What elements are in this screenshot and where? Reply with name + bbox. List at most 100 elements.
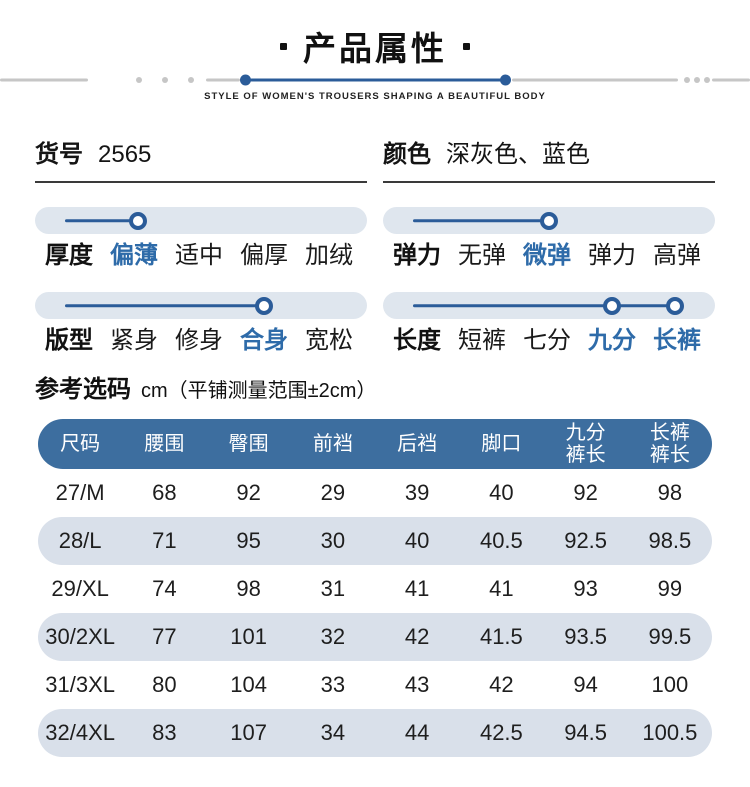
table-cell: 32/4XL — [45, 720, 115, 745]
attribute-option: 微弹 — [523, 242, 571, 269]
table-cell: 28/L — [58, 528, 102, 553]
slider-line — [65, 218, 138, 223]
table-cell: 98 — [657, 480, 683, 505]
slider-handle[interactable] — [603, 296, 622, 315]
title-dot-left — [280, 42, 287, 50]
column-header: 九分 裤长 — [565, 422, 606, 466]
table-cell: 74 — [152, 576, 177, 601]
table-cell: 98.5 — [648, 528, 692, 553]
table-cell: 40 — [489, 480, 514, 505]
table-row: 29/XL 74 98 31 41 41 93 99 — [38, 565, 712, 613]
attribute-block: 版型 紧身 修身 合身 宽松 — [35, 292, 367, 356]
attribute-option: 短裤 — [458, 327, 506, 354]
header-divider — [0, 74, 750, 86]
table-cell: 92 — [236, 480, 261, 505]
page-title: 产品属性 — [303, 30, 447, 67]
slider-line — [413, 303, 676, 308]
attribute-option: 偏薄 — [110, 242, 158, 269]
divider-dot — [704, 77, 710, 83]
column-header: 前裆 — [312, 433, 353, 455]
divider-dot — [684, 77, 690, 83]
attribute-option: 修身 — [175, 327, 223, 354]
attribute-name: 版型 — [45, 327, 93, 354]
divider-line — [0, 78, 88, 82]
product-info-section: 货号 2565 颜色 深灰色、蓝色 — [0, 140, 750, 183]
slider-handle[interactable] — [128, 211, 147, 230]
table-cell: 93 — [573, 576, 598, 601]
divider-accent-line — [250, 78, 502, 82]
table-cell: 101 — [230, 624, 267, 649]
table-cell: 92.5 — [564, 528, 608, 553]
table-cell: 71 — [152, 528, 177, 553]
attribute-slider[interactable] — [35, 292, 367, 319]
slider-handle[interactable] — [255, 296, 274, 315]
table-cell: 39 — [404, 480, 430, 505]
color-field: 颜色 深灰色、蓝色 — [383, 140, 715, 183]
table-cell: 100 — [651, 672, 689, 697]
column-header: 臀围 — [228, 433, 269, 455]
column-header: 后裆 — [397, 433, 438, 455]
table-cell: 80 — [152, 672, 177, 697]
item-number-label: 货号 — [35, 141, 83, 168]
table-cell: 93.5 — [564, 624, 608, 649]
table-cell: 29 — [320, 480, 346, 505]
divider-line — [206, 78, 240, 82]
attribute-option: 加绒 — [305, 242, 353, 269]
page-header: 产品属性 — [0, 22, 750, 70]
table-cell: 32 — [320, 624, 346, 649]
attribute-labels: 长度 短裤 七分 九分 长裤 — [383, 326, 715, 356]
divider-line — [512, 78, 678, 82]
attribute-option: 偏厚 — [240, 242, 288, 269]
column-header: 长裤 裤长 — [649, 422, 690, 466]
attribute-option: 适中 — [175, 242, 223, 269]
table-cell: 95 — [236, 528, 261, 553]
attribute-slider[interactable] — [383, 207, 715, 234]
attribute-slider[interactable] — [35, 207, 367, 234]
table-cell: 104 — [230, 672, 267, 697]
table-cell: 77 — [152, 624, 177, 649]
slider-handle[interactable] — [666, 296, 685, 315]
attribute-labels: 弹力 无弹 微弹 弹力 高弹 — [383, 241, 715, 271]
table-row: 31/3XL 80 104 33 43 42 94 100 — [38, 661, 712, 709]
table-cell: 99.5 — [648, 624, 692, 649]
table-cell: 100.5 — [642, 720, 698, 745]
table-row: 28/L 71 95 30 40 40.5 92.5 98.5 — [38, 517, 712, 565]
table-row: 32/4XL 83 107 34 44 42.5 94.5 100.5 — [38, 709, 712, 757]
attribute-slider[interactable] — [383, 292, 715, 319]
attribute-option: 弹力 — [588, 242, 636, 269]
table-cell: 27/M — [55, 480, 105, 505]
size-guide-title: 参考选码 — [35, 376, 131, 403]
divider-endpoint-dot — [240, 74, 251, 86]
table-cell: 68 — [152, 480, 177, 505]
size-guide-unit-note: cm（平铺测量范围±2cm） — [141, 380, 377, 402]
table-cell: 92 — [573, 480, 598, 505]
table-cell: 31 — [320, 576, 346, 601]
slider-handle[interactable] — [540, 211, 558, 230]
size-guide-heading: 参考选码 cm（平铺测量范围±2cm） — [0, 375, 750, 406]
table-cell: 33 — [320, 672, 346, 697]
table-cell: 83 — [152, 720, 177, 745]
table-cell: 30 — [320, 528, 346, 553]
attribute-block: 弹力 无弹 微弹 弹力 高弹 — [383, 207, 715, 271]
table-row: 27/M 68 92 29 39 40 92 98 — [38, 469, 712, 517]
column-header: 腰围 — [144, 433, 185, 455]
table-cell: 40 — [404, 528, 430, 553]
size-table-body: 27/M 68 92 29 39 40 92 98 28/L 71 95 30 40 40.5 92.5 98… — [38, 469, 712, 757]
table-cell: 34 — [320, 720, 346, 745]
item-number-value: 2565 — [98, 141, 152, 168]
size-table-header: 尺码 腰围 臀围 前裆 后裆 脚口 九分 裤长 长裤 裤长 — [38, 419, 712, 469]
attribute-block: 长度 短裤 七分 九分 长裤 — [383, 292, 715, 356]
table-cell: 44 — [404, 720, 430, 745]
table-cell: 40.5 — [479, 528, 523, 553]
attribute-option: 七分 — [523, 327, 571, 354]
size-table: 尺码 腰围 臀围 前裆 后裆 脚口 九分 裤长 长裤 裤长 27/M 68 92 29 39 40 92 9… — [0, 419, 750, 757]
divider-endpoint-dot — [500, 74, 511, 86]
attribute-option: 长裤 — [653, 327, 701, 354]
divider-dot — [136, 77, 142, 83]
slider-line — [413, 218, 549, 223]
attribute-labels: 版型 紧身 修身 合身 宽松 — [35, 326, 367, 356]
attribute-option: 高弹 — [653, 242, 701, 269]
attribute-option: 九分 — [588, 327, 636, 354]
column-header: 脚口 — [481, 433, 522, 455]
attribute-option: 宽松 — [305, 327, 353, 354]
